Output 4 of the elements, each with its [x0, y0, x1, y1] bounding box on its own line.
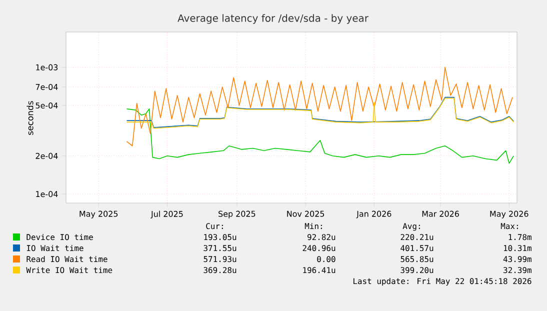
line-series	[126, 108, 514, 164]
y-axis-title: seconds	[26, 101, 34, 135]
line-series	[126, 66, 513, 146]
chart-title: Average latency for /dev/sda - by year	[178, 14, 368, 24]
